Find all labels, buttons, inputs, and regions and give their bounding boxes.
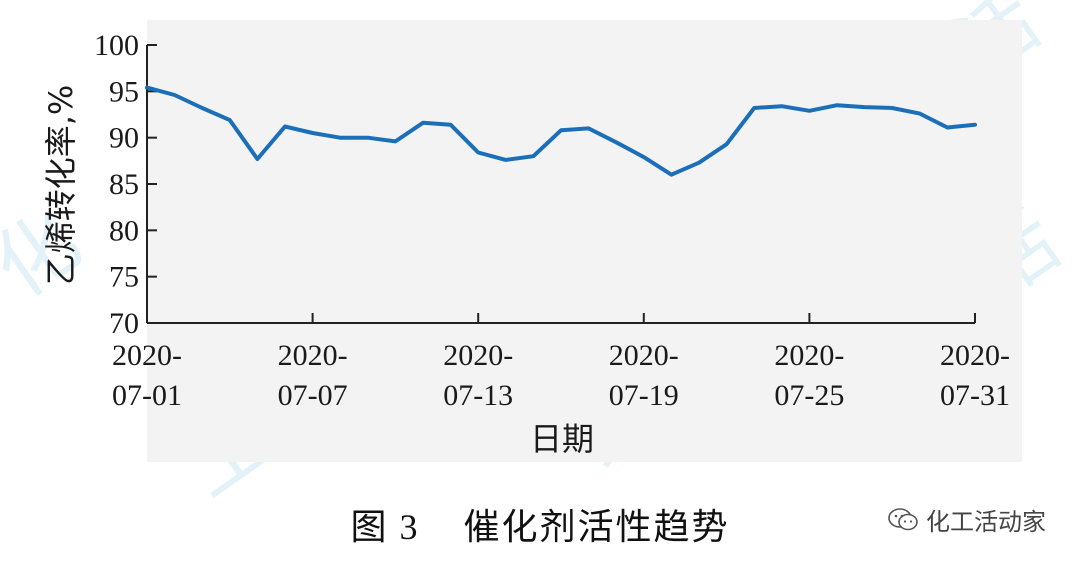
y-tick-label: 85 [109, 168, 139, 201]
y-tick-label: 80 [109, 214, 139, 247]
watermark-badge: 化工活动家 [888, 502, 1046, 537]
wechat-bubble-icon [888, 507, 918, 530]
watermark-text: 化工活动家 [926, 508, 1046, 536]
caption-number: 图 3 [350, 507, 420, 547]
plot-area [147, 20, 1022, 462]
y-tick-label: 100 [94, 29, 139, 62]
y-axis: 70 75 80 85 90 95 100 [94, 29, 157, 340]
x-tick-label-year: 2020- [112, 339, 182, 372]
x-tick-label-date: 07-31 [940, 379, 1010, 412]
x-tick-label-date: 07-01 [112, 379, 182, 412]
x-tick-label-date: 07-19 [609, 379, 679, 412]
x-tick-label-year: 2020- [609, 339, 679, 372]
x-axis-title: 日期 [530, 420, 594, 458]
figure-caption: 图 3 催化剂活性趋势 [0, 498, 1080, 550]
y-tick-label: 70 [109, 307, 139, 340]
y-tick-label: 95 [109, 75, 139, 108]
y-axis-title: 乙烯转化率,% [42, 85, 80, 286]
x-tick-label-year: 2020- [940, 339, 1010, 372]
x-tick-label-year: 2020- [278, 339, 348, 372]
y-tick-label: 75 [109, 261, 139, 294]
x-tick-label-date: 07-07 [278, 379, 348, 412]
caption-title: 催化剂活性趋势 [463, 507, 730, 548]
series-line [145, 85, 977, 177]
x-tick-label-date: 07-25 [774, 379, 844, 412]
x-tick-label-date: 07-13 [443, 379, 513, 412]
x-tick-label-year: 2020- [443, 339, 513, 372]
x-tick-label-year: 2020- [774, 339, 844, 372]
y-tick-label: 90 [109, 122, 139, 155]
x-axis: 2020- 07-01 2020- 07-07 2020- 07-13 2020- 07-19… [112, 313, 1010, 412]
